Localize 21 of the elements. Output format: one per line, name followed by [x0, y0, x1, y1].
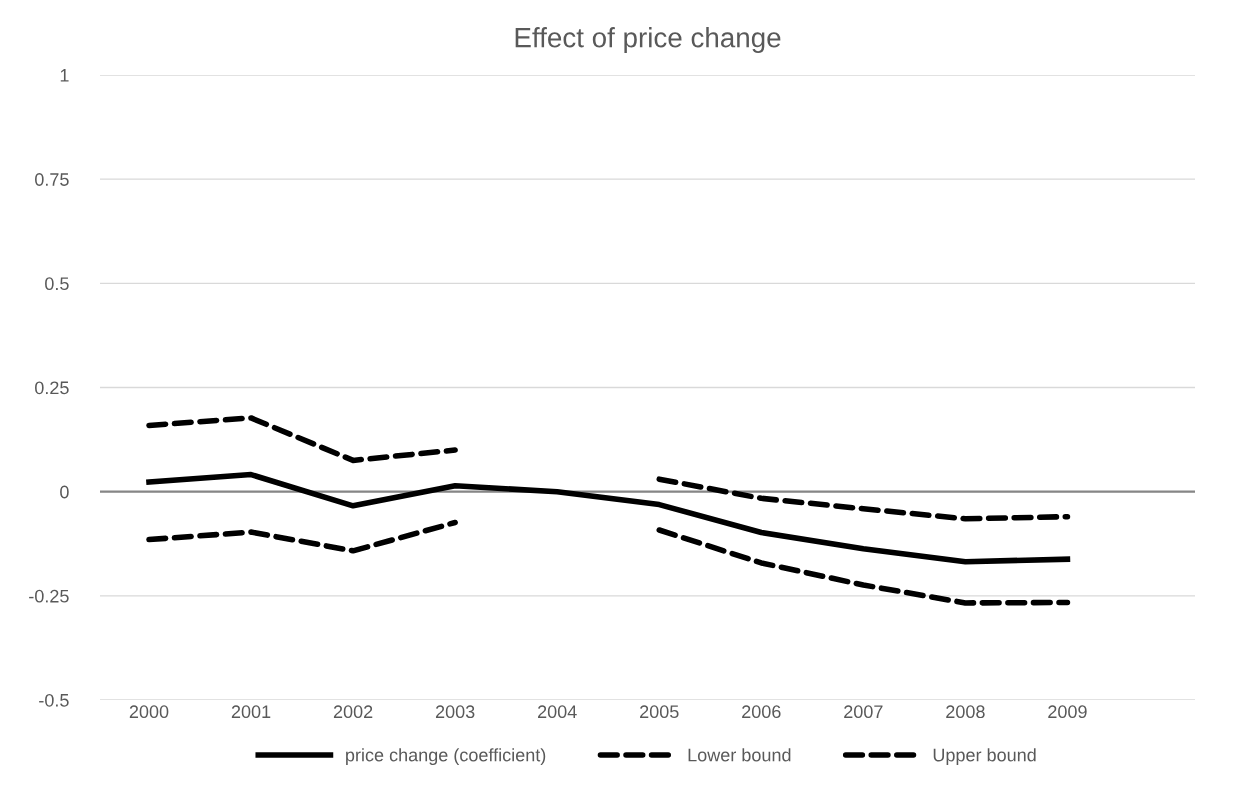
legend-label: Upper bound [933, 748, 1036, 765]
y-tick-label: 1 [60, 69, 69, 82]
x-tick-label: 2001 [231, 705, 271, 719]
x-tick-label: 2004 [538, 705, 577, 719]
legend-label: Lower bound [688, 748, 791, 762]
y-tick-label: 0.5 [45, 277, 69, 291]
y-tick-label: 0.75 [35, 173, 69, 186]
x-tick-label: 2000 [129, 705, 169, 719]
legend-label: price change (coefficient) [346, 748, 546, 765]
x-tick-label: 2006 [742, 705, 781, 719]
y-tick-label: 0.25 [35, 381, 69, 395]
x-tick-label: 2008 [946, 705, 985, 719]
x-tick-label: 2005 [640, 705, 679, 719]
y-tick-label: 0 [60, 485, 69, 499]
y-tick-label: -0.5 [39, 693, 69, 707]
x-tick-label: 2003 [435, 705, 475, 719]
chart-title: Effect of price change [515, 27, 781, 53]
x-tick-label: 2009 [1048, 705, 1087, 719]
y-tick-label: -0.25 [29, 589, 69, 603]
x-tick-label: 2007 [844, 705, 883, 719]
x-tick-label: 2002 [333, 705, 373, 719]
